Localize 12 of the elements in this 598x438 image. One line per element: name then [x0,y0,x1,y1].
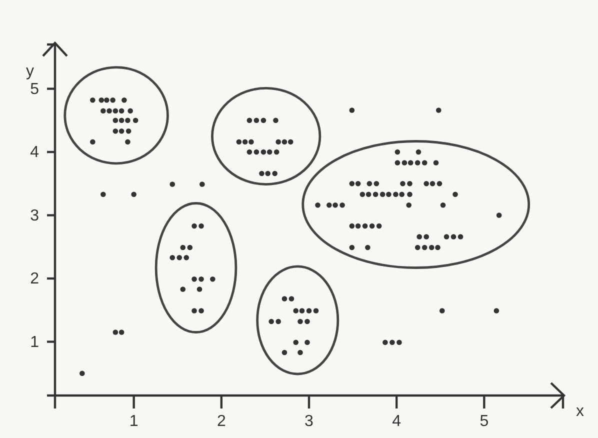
y-tick-label: 2 [30,270,40,288]
y-tick-label: 4 [30,144,40,162]
x-tick-label: 5 [480,412,489,430]
y-tick-label: 3 [30,207,40,224]
x-axis-title: x [576,403,584,420]
x-tick-label: 2 [216,412,226,430]
y-tick-label: 5 [30,80,40,98]
y-tick-label: 1 [30,334,40,351]
x-tick-label: 3 [304,412,314,430]
x-tick-label: 1 [129,412,138,430]
x-tick-label: 4 [392,412,402,430]
y-axis-title: y [26,63,34,80]
